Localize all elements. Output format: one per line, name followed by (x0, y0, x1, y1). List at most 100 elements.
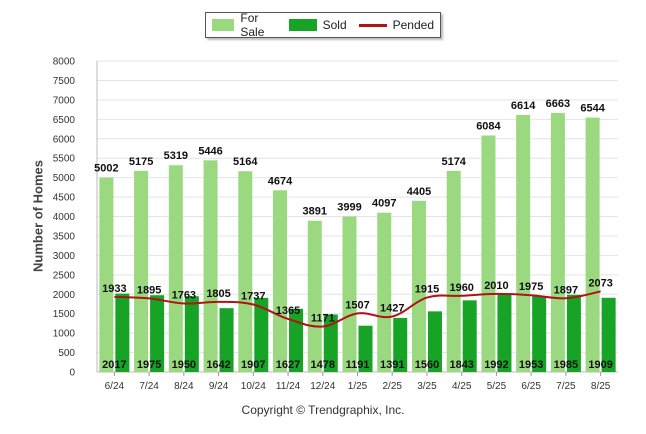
data-label-for-sale: 4674 (268, 175, 293, 187)
chart-legend: For Sale Sold Pended (205, 11, 441, 39)
bar-sold (393, 317, 408, 372)
data-label-sold: 1843 (449, 359, 473, 371)
data-label-for-sale: 5175 (129, 156, 153, 168)
data-label-for-sale: 5319 (164, 150, 188, 162)
legend-label-sold: Sold (322, 18, 347, 32)
bar-sold (323, 314, 338, 372)
legend-item-pended: Pended (358, 18, 434, 32)
bar-for-sale (446, 170, 461, 372)
y-tick-label: 1000 (53, 329, 76, 340)
x-tick-label: 11/24 (276, 381, 301, 392)
bar-sold (427, 311, 442, 372)
data-label-for-sale: 5446 (198, 145, 222, 157)
x-tick-label: 7/25 (556, 381, 576, 392)
x-tick-label: 6/25 (521, 381, 541, 392)
data-label-sold: 1975 (137, 359, 161, 371)
bar-sold (462, 300, 477, 372)
bar-sold (358, 325, 373, 372)
bar-sold (150, 295, 165, 372)
data-label-pended: 2010 (484, 280, 508, 292)
y-tick-label: 500 (58, 348, 75, 359)
bar-sold (532, 296, 547, 372)
y-tick-label: 4000 (53, 212, 76, 223)
x-tick-label: 8/24 (174, 381, 194, 392)
y-tick-label: 5500 (53, 154, 76, 165)
legend-item-for-sale: For Sale (212, 11, 277, 39)
data-label-for-sale: 6084 (476, 120, 501, 132)
data-label-sold: 1478 (311, 359, 335, 371)
bar-for-sale (550, 112, 565, 372)
line-pended (114, 290, 601, 328)
data-label-sold: 1909 (588, 359, 612, 371)
legend-item-sold: Sold (288, 18, 347, 32)
y-tick-label: 8000 (53, 57, 76, 68)
data-label-for-sale: 5002 (94, 163, 118, 175)
data-label-for-sale: 4405 (407, 186, 431, 198)
data-label-pended: 1895 (137, 284, 161, 296)
bar-sold (566, 294, 581, 372)
bar-for-sale (273, 190, 288, 372)
bar-for-sale (481, 135, 496, 372)
data-label-sold: 1950 (172, 359, 196, 371)
data-label-pended: 2073 (588, 277, 612, 289)
legend-label-for-sale: For Sale (240, 11, 265, 39)
bar-for-sale (585, 117, 600, 373)
bar-for-sale (99, 177, 114, 372)
bar-for-sale (307, 220, 322, 372)
bar-for-sale (203, 160, 218, 372)
bar-for-sale (411, 200, 426, 372)
x-tick-label: 9/24 (209, 381, 229, 392)
data-label-sold: 1627 (276, 359, 300, 371)
bar-sold (115, 293, 130, 372)
data-label-pended: 1960 (449, 282, 473, 294)
y-tick-label: 3000 (53, 251, 76, 262)
legend-swatch-pended (358, 23, 387, 27)
data-label-pended: 1763 (172, 289, 196, 301)
data-label-pended: 1897 (554, 284, 578, 296)
x-tick-label: 6/24 (105, 381, 125, 392)
data-label-for-sale: 4097 (372, 198, 396, 210)
data-label-pended: 1171 (311, 312, 335, 324)
data-label-sold: 1953 (519, 359, 543, 371)
bar-sold (601, 297, 616, 372)
x-tick-label: 12/24 (310, 381, 335, 392)
data-label-for-sale: 3999 (337, 202, 361, 214)
data-label-for-sale: 5164 (233, 156, 258, 168)
bar-sold (184, 296, 199, 372)
data-label-for-sale: 5174 (441, 156, 466, 168)
data-label-pended: 1933 (102, 283, 126, 295)
legend-swatch-sold (288, 19, 317, 31)
data-label-pended: 1507 (345, 299, 369, 311)
data-label-pended: 1365 (276, 305, 300, 317)
copyright-text: Copyright © Trendgraphix, Inc. (241, 403, 405, 417)
x-tick-label: 2/25 (382, 381, 402, 392)
x-tick-label: 3/25 (417, 381, 437, 392)
y-tick-label: 1500 (53, 309, 76, 320)
y-tick-label: 6000 (53, 134, 76, 145)
x-tick-label: 1/25 (348, 381, 368, 392)
bar-for-sale (168, 165, 183, 372)
y-tick-label: 7000 (53, 95, 76, 106)
data-label-pended: 1805 (206, 288, 230, 300)
x-tick-label: 10/24 (241, 381, 266, 392)
data-label-for-sale: 6614 (511, 100, 536, 112)
x-tick-label: 4/25 (452, 381, 472, 392)
y-tick-label: 2500 (53, 270, 76, 281)
data-label-for-sale: 3891 (303, 206, 327, 218)
bar-for-sale (238, 171, 253, 372)
y-tick-label: 6500 (53, 115, 76, 126)
legend-label-pended: Pended (392, 18, 434, 32)
data-label-sold: 1560 (415, 359, 439, 371)
y-tick-label: 3500 (53, 231, 76, 242)
data-label-sold: 1391 (380, 359, 404, 371)
data-label-pended: 1427 (380, 303, 404, 315)
bar-for-sale (134, 170, 149, 372)
bar-sold (289, 308, 304, 372)
y-tick-label: 0 (69, 368, 75, 379)
data-label-sold: 2017 (102, 359, 126, 371)
data-label-sold: 1985 (554, 359, 578, 371)
y-tick-label: 4500 (53, 193, 76, 204)
data-label-pended: 1737 (241, 290, 265, 302)
bar-for-sale (516, 114, 531, 373)
